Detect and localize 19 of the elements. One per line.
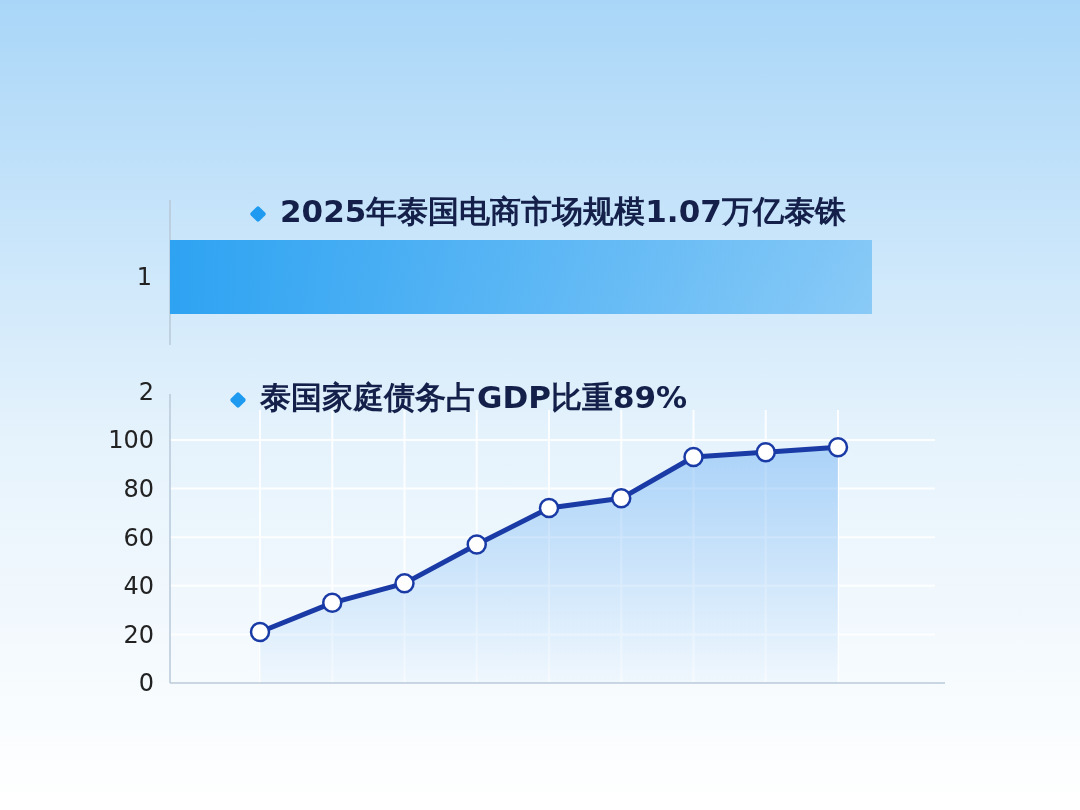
y-axis-title: 2 (138, 378, 154, 407)
y-tick-label: 60 (123, 523, 154, 552)
point (322, 592, 343, 614)
text: 1 (136, 263, 152, 292)
y-tick-label: 80 (123, 475, 154, 503)
y-tick-label: 40 (123, 572, 154, 601)
text: 2025年泰国电商市场规模1.07万亿泰铢 (280, 193, 847, 229)
point (249, 621, 271, 643)
y-tick-label: 20 (123, 620, 154, 649)
chart-title: 泰国家庭债务占GDP比重89% (259, 379, 688, 415)
point (538, 497, 560, 519)
point (827, 437, 849, 458)
y-tick-label: 0 (138, 669, 154, 698)
point (466, 534, 487, 555)
point (394, 573, 415, 594)
y-tick-label: 100 (108, 426, 154, 455)
point (755, 441, 776, 463)
point (683, 446, 704, 468)
point (611, 488, 632, 509)
